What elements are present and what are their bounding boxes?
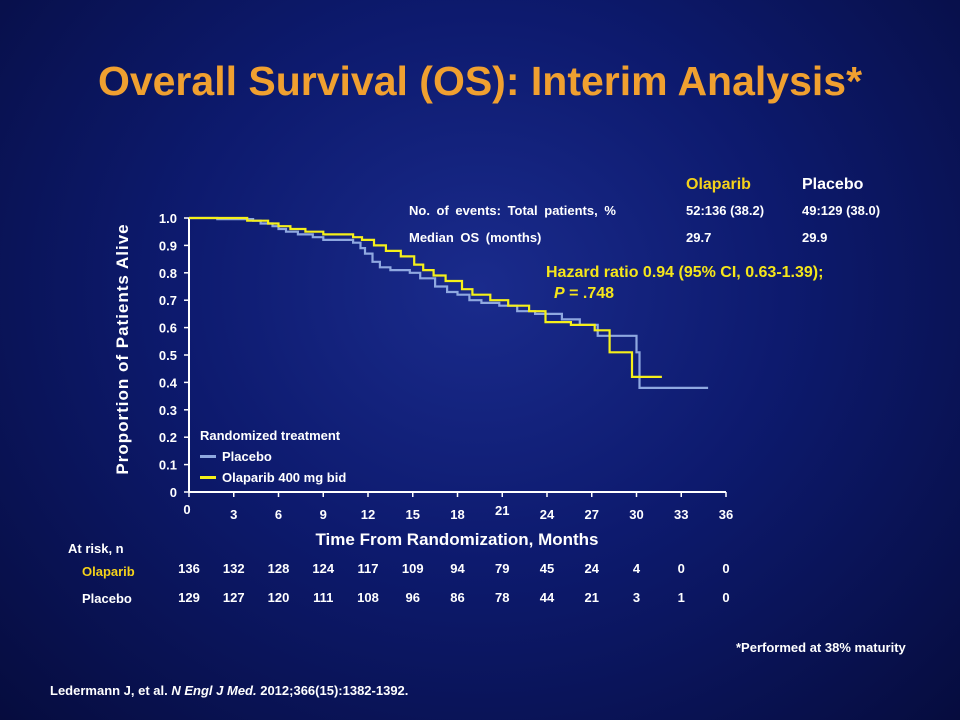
p-value-number: = .748 [564,285,615,302]
legend-title: Randomized treatment [200,428,341,443]
at-risk-placebo-value: 129 [178,590,200,605]
x-tick-label: 3 [230,507,237,522]
at-risk-olaparib-value: 94 [450,561,465,576]
x-tick-label: 9 [320,507,327,522]
olaparib-curve [189,216,662,378]
at-risk-placebo-value: 44 [539,590,555,605]
at-risk-olaparib-value: 132 [222,561,245,576]
stats-row-events-placebo: 49:129 (38.0) [802,203,881,218]
citation-journal: N Engl J Med. [171,683,257,698]
chart-ticks: 00.10.20.30.40.50.60.70.80.91.00 3 6 9 12 15 1… [159,211,733,522]
citation-details: 2012;366(15):1382-1392. [256,683,409,698]
at-risk-placebo-value: 3 [632,590,641,605]
x-tick-label: 21 [495,503,509,518]
x-tick-label: 12 [361,507,375,522]
stats-row-events-olaparib: 52:136 (38.2) [686,203,765,218]
at-risk-placebo-value: 0 [722,590,730,605]
page-title: Overall Survival (OS): Interim Analysis* [97,58,863,104]
at-risk-olaparib-value: 0 [677,561,685,576]
citation: Ledermann J, et al. N Engl J Med. 2012;3… [50,683,408,698]
x-tick-label: 15 [406,507,420,522]
at-risk-olaparib-value: 79 [495,561,510,576]
at-risk-olaparib-value: 124 [312,561,335,576]
y-tick-label: 0.1 [159,458,177,473]
stats-row-median-placebo: 29.9 [802,230,828,245]
at-risk-placebo-value: 108 [357,590,379,605]
at-risk-placebo-label: Placebo [82,591,132,606]
x-tick-label: 24 [540,507,555,522]
at-risk-olaparib-value: 128 [267,561,290,576]
y-axis-label: Proportion of Patients Alive [113,223,132,474]
at-risk-olaparib-value: 136 [178,561,200,576]
y-tick-label: 0.7 [159,293,177,308]
at-risk-placebo-value: 78 [495,590,510,605]
p-value-label: P [554,285,565,302]
citation-authors: Ledermann J, et al. [50,683,172,698]
x-axis-label: Time From Randomization, Months [315,530,598,549]
y-tick-label: 0.8 [159,266,177,281]
x-tick-label: 27 [585,507,599,522]
at-risk-placebo-value: 111 [313,590,334,605]
y-tick-label: 0.5 [159,348,177,363]
legend-item-placebo: Placebo [200,448,272,466]
at-risk-placebo-value: 96 [405,590,420,605]
x-tick-label: 6 [275,507,282,522]
x-tick-label: 33 [674,507,688,522]
at-risk-placebo-value: 1 [677,590,685,605]
legend-label-placebo: Placebo [222,449,272,464]
at-risk-olaparib-value: 109 [401,561,424,576]
x-tick-label: 0 [183,502,190,517]
legend-label-olaparib: Olaparib 400 mg bid [222,470,347,485]
x-tick-label: 36 [719,507,733,522]
stats-row-median-olaparib: 29.7 [686,230,712,245]
stats-header-placebo: Placebo [802,176,864,193]
stats-header-olaparib: Olaparib [686,176,751,193]
chart-curves [189,216,709,389]
y-tick-label: 0.4 [159,375,178,390]
at-risk-olaparib-value: 24 [584,561,599,576]
at-risk-olaparib-value: 0 [722,561,730,576]
y-tick-label: 1.0 [159,211,177,226]
footnote: *Performed at 38% maturity [736,640,906,655]
at-risk-olaparib-value: 4 [632,561,641,576]
at-risk-placebo-value: 21 [584,590,599,605]
legend-swatch-placebo [200,455,216,459]
y-tick-label: 0.2 [159,430,177,445]
legend-swatch-olaparib [200,476,216,480]
at-risk-olaparib-label: Olaparib [82,564,135,579]
at-risk-olaparib-value: 45 [539,561,555,576]
p-value-text: P = .748 [554,285,614,303]
stats-row-median-label: Median OS (months) [409,230,542,245]
x-tick-label: 30 [629,507,643,522]
legend-item-olaparib: Olaparib 400 mg bid [200,469,346,487]
at-risk-placebo-value: 120 [267,590,290,605]
y-tick-label: 0.3 [159,403,177,418]
at-risk-label: At risk, n [68,541,124,556]
at-risk-placebo-value: 127 [222,590,245,605]
at-risk-olaparib-value: 117 [357,561,379,576]
y-tick-label: 0 [170,485,177,500]
y-tick-label: 0.9 [159,238,177,253]
hazard-ratio-text: Hazard ratio 0.94 (95% CI, 0.63-1.39); [546,264,824,281]
at-risk-placebo-value: 86 [450,590,465,605]
y-tick-label: 0.6 [159,321,177,336]
stats-row-events-label: No. of events: Total patients, % [409,203,616,218]
x-tick-label: 18 [450,507,464,522]
placebo-curve [189,216,709,389]
